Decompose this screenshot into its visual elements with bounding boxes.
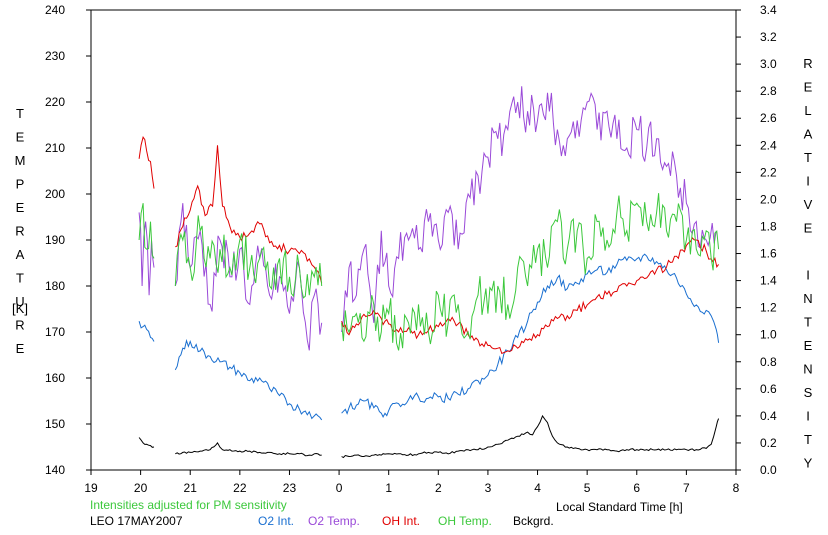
y-right-tick-label: 1.6 [760, 247, 777, 261]
y-right-tick-label: 3.0 [760, 57, 777, 71]
x-tick-label: 6 [633, 481, 640, 495]
x-tick-label: 23 [283, 481, 297, 495]
y-right-tick-label: 3.4 [760, 3, 777, 17]
y-right-title-letter: T [804, 150, 812, 165]
y-left-title-letter: E [16, 341, 25, 356]
legend-entry: O2 Temp. [308, 514, 360, 528]
series-line [174, 338, 323, 421]
y-left-title-letter: P [16, 177, 25, 192]
y-right-tick-label: 2.4 [760, 138, 777, 152]
y-left-title-letter: T [16, 271, 24, 286]
x-tick-label: 3 [485, 481, 492, 495]
y-right-tick-label: 2.0 [760, 192, 777, 206]
y-left-title-letter: M [15, 153, 26, 168]
y-right-tick-label: 1.8 [760, 219, 777, 233]
series-layer [138, 86, 720, 459]
y-right-title-letter: I [806, 174, 810, 189]
series-line [341, 237, 719, 355]
y-right-title-letter: E [804, 338, 813, 353]
series-line [174, 215, 323, 299]
y-right-tick-label: 2.6 [760, 111, 777, 125]
legend-entry: OH Temp. [438, 514, 492, 528]
note-label: Intensities adjusted for PM sensitivity [90, 498, 287, 512]
y-right-title-letter: I [806, 268, 810, 283]
y-right-title-letter: E [804, 221, 813, 236]
y-left-tick-label: 170 [45, 325, 65, 339]
x-tick-label: 19 [84, 481, 98, 495]
y-right-tick-label: 2.2 [760, 165, 777, 179]
x-tick-label: 1 [385, 481, 392, 495]
series-line [138, 321, 155, 342]
series-line [175, 442, 322, 457]
y-left-tick-label: 240 [45, 3, 65, 17]
y-left-tick-label: 200 [45, 187, 65, 201]
x-tick-label: 5 [584, 481, 591, 495]
y-left-title-letter: U [15, 294, 24, 309]
axis-layer: 19 20 21 22 23 0 1 2 3 4 5 6 7 8140150160170180190200… [45, 3, 777, 495]
y-right-title-letter: R [803, 56, 812, 71]
y-left-tick-label: 140 [45, 463, 65, 477]
series-line [138, 136, 155, 189]
legend-entry: Bckgrd. [513, 514, 554, 528]
y-right-title-letter: T [804, 315, 812, 330]
y-left-tick-label: 230 [45, 49, 65, 63]
y-left-title-letter: A [16, 247, 25, 262]
y-right-title-letter: T [804, 432, 812, 447]
x-axis-label: Local Standard Time [h] [556, 500, 683, 514]
x-tick-label: 8 [733, 481, 740, 495]
y-left-tick-label: 220 [45, 95, 65, 109]
y-right-tick-label: 0.2 [760, 436, 777, 450]
x-tick-label: 2 [435, 481, 442, 495]
y-left-title-letter: T [16, 106, 24, 121]
y-left-title-letter: R [15, 318, 24, 333]
y-right-tick-label: 0.0 [760, 463, 777, 477]
y-left-tick-label: 150 [45, 417, 65, 431]
x-tick-label: 0 [336, 481, 343, 495]
series-line [138, 437, 155, 448]
y-right-title-letter: I [806, 409, 810, 424]
y-right-title-letter: E [804, 80, 813, 95]
y-left-tick-label: 160 [45, 371, 65, 385]
series-line [138, 203, 155, 259]
station-date-label: LEO 17MAY2007 [90, 514, 183, 528]
y-right-title-letter: V [804, 197, 813, 212]
series-line [341, 414, 720, 459]
y-right-title-letter: N [803, 362, 812, 377]
y-right-tick-label: 1.0 [760, 328, 777, 342]
y-right-tick-label: 0.8 [760, 355, 777, 369]
x-tick-label: 22 [233, 481, 247, 495]
y-right-tick-label: 0.4 [760, 409, 777, 423]
series-line [341, 253, 720, 419]
y-right-tick-label: 3.2 [760, 30, 777, 44]
x-tick-label: 7 [683, 481, 690, 495]
y-right-title-letter: L [804, 103, 811, 118]
series-line [341, 86, 717, 333]
y-left-tick-label: 210 [45, 141, 65, 155]
legend-entry: OH Int. [382, 514, 421, 528]
x-tick-label: 4 [534, 481, 541, 495]
y-right-title-letter: N [803, 291, 812, 306]
x-tick-label: 21 [184, 481, 198, 495]
y-right-tick-label: 1.2 [760, 301, 777, 315]
y-right-tick-label: 0.6 [760, 382, 777, 396]
y-right-title-letter: A [804, 127, 813, 142]
series-line [175, 145, 323, 284]
y-left-title-letter: R [15, 224, 24, 239]
y-right-title-letter: S [804, 385, 813, 400]
y-right-tick-label: 1.4 [760, 274, 777, 288]
x-tick-label: 20 [134, 481, 148, 495]
series-line [341, 193, 720, 351]
y-left-tick-label: 180 [45, 279, 65, 293]
y-left-unit: [K] [12, 301, 28, 316]
y-right-tick-label: 2.8 [760, 84, 777, 98]
y-left-title-letter: E [16, 200, 25, 215]
y-left-tick-label: 190 [45, 233, 65, 247]
y-right-title-letter: Y [804, 456, 813, 471]
y-left-title-letter: E [16, 130, 25, 145]
legend-entry: O2 Int. [258, 514, 295, 528]
